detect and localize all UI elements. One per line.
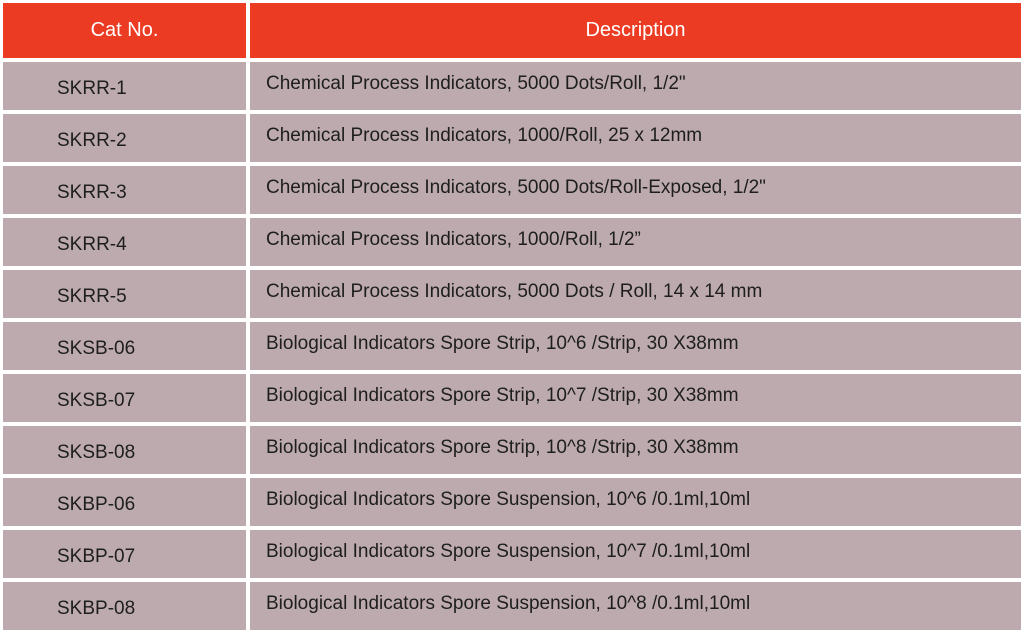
description-cell: Biological Indicators Spore Strip, 10^6 … [250,322,1021,370]
product-table: Cat No. Description SKRR-1 Chemical Proc… [3,3,1021,630]
cat-no-cell: SKSB-07 [3,374,246,422]
description-cell: Biological Indicators Spore Strip, 10^7 … [250,374,1021,422]
cat-no-cell: SKBP-08 [3,582,246,630]
cat-no-cell: SKRR-5 [3,270,246,318]
table-row: SKSB-06 Biological Indicators Spore Stri… [3,322,1021,370]
description-cell: Biological Indicators Spore Suspension, … [250,582,1021,630]
cat-no-cell: SKRR-1 [3,62,246,110]
cat-no-cell: SKRR-4 [3,218,246,266]
description-cell: Chemical Process Indicators, 5000 Dots /… [250,270,1021,318]
table-row: SKBP-07 Biological Indicators Spore Susp… [3,530,1021,578]
table-row: SKSB-08 Biological Indicators Spore Stri… [3,426,1021,474]
cat-no-cell: SKSB-06 [3,322,246,370]
description-cell: Chemical Process Indicators, 1000/Roll, … [250,114,1021,162]
description-cell: Biological Indicators Spore Strip, 10^8 … [250,426,1021,474]
table-row: SKRR-3 Chemical Process Indicators, 5000… [3,166,1021,214]
table-row: SKRR-4 Chemical Process Indicators, 1000… [3,218,1021,266]
table-row: SKBP-06 Biological Indicators Spore Susp… [3,478,1021,526]
table-row: SKRR-2 Chemical Process Indicators, 1000… [3,114,1021,162]
table-row: SKRR-1 Chemical Process Indicators, 5000… [3,62,1021,110]
table-row: SKRR-5 Chemical Process Indicators, 5000… [3,270,1021,318]
cat-no-cell: SKSB-08 [3,426,246,474]
cat-no-cell: SKRR-2 [3,114,246,162]
cat-no-cell: SKBP-07 [3,530,246,578]
description-cell: Chemical Process Indicators, 1000/Roll, … [250,218,1021,266]
header-cat-no: Cat No. [3,3,246,58]
header-description: Description [250,3,1021,58]
table-row: SKBP-08 Biological Indicators Spore Susp… [3,582,1021,630]
description-cell: Biological Indicators Spore Suspension, … [250,530,1021,578]
table-row: SKSB-07 Biological Indicators Spore Stri… [3,374,1021,422]
description-cell: Chemical Process Indicators, 5000 Dots/R… [250,166,1021,214]
cat-no-cell: SKRR-3 [3,166,246,214]
description-cell: Biological Indicators Spore Suspension, … [250,478,1021,526]
description-cell: Chemical Process Indicators, 5000 Dots/R… [250,62,1021,110]
cat-no-cell: SKBP-06 [3,478,246,526]
table-header-row: Cat No. Description [3,3,1021,58]
